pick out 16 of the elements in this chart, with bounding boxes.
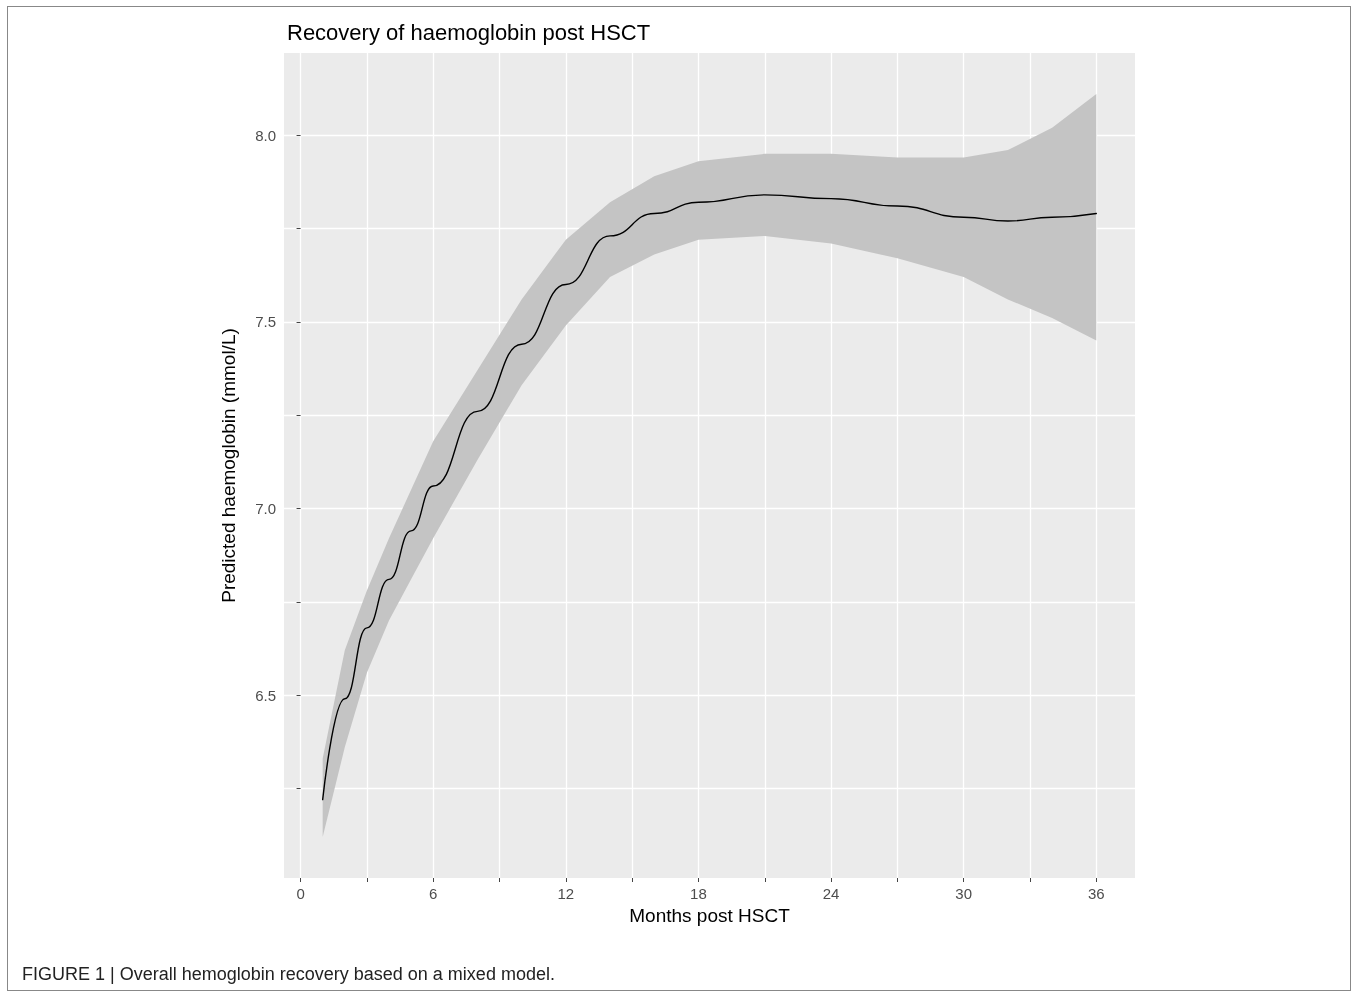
- line-series: [321, 194, 1098, 801]
- x-axis-title: Months post HSCT: [629, 904, 791, 926]
- x-tick-label: 12: [557, 885, 575, 902]
- x-tick-label: 0: [296, 885, 305, 902]
- caption: FIGURE 1 | Overall hemoglobin recovery based on a mixed model.: [22, 964, 555, 985]
- y-tick-label: 6.5: [255, 686, 276, 704]
- y-tick-label: 8.0: [255, 126, 276, 144]
- x-tick-label: 18: [690, 885, 707, 902]
- y-axis-title: Predicted haemoglobin (mmol/L): [218, 328, 239, 603]
- x-tick-label: 6: [429, 885, 438, 902]
- x-tick-label: 30: [955, 885, 973, 902]
- y-tick-label: 7.0: [255, 499, 276, 517]
- y-tick-label: 7.5: [255, 313, 276, 331]
- chart-title: Recovery of haemoglobin post HSCT: [287, 19, 651, 45]
- x-tick-label: 24: [822, 885, 840, 902]
- x-tick-label: 36: [1087, 885, 1105, 902]
